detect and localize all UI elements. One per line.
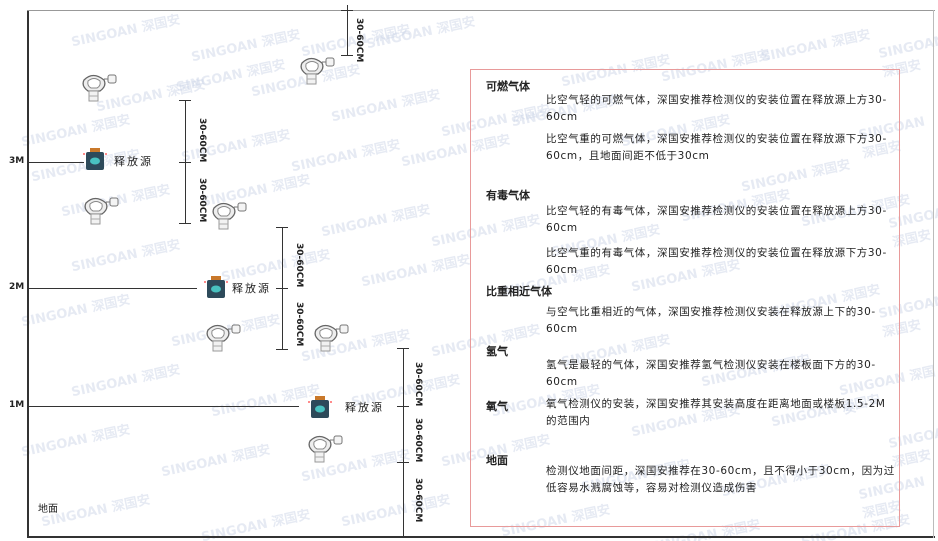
gas-detector-icon	[80, 195, 120, 229]
heading-similar: 比重相近气体	[486, 285, 552, 298]
source-label: 释放源	[114, 155, 153, 168]
wall-line	[27, 10, 29, 538]
level-2m: 2M	[9, 282, 25, 292]
release-source-icon	[204, 275, 228, 303]
gas-detector-icon	[296, 55, 336, 89]
dimension-label: 30-60CM	[294, 243, 304, 288]
watermark-logo: SINGOAN 深国安	[160, 442, 272, 481]
watermark-logo: SINGOAN 深国安	[210, 382, 322, 421]
watermark-logo: SINGOAN 深国安	[70, 237, 182, 276]
ground-line	[27, 536, 935, 538]
toxic-light-text: 比空气轻的有毒气体，深国安推荐检测仪的安装位置在释放源上方30-60cm	[546, 205, 887, 234]
guidelines-panel: 可燃气体 比空气轻的可燃气体，深国安推荐检测仪的安装位置在释放源上方30-60c…	[470, 69, 900, 527]
watermark-logo: SINGOAN 深国安	[20, 422, 132, 461]
watermark-logo: SINGOAN 深国安	[70, 12, 182, 51]
dimension-label: 30-60CM	[197, 118, 207, 163]
watermark-logo: SINGOAN 深国安	[760, 27, 872, 66]
release-source-icon	[83, 147, 107, 175]
gas-detector-icon	[304, 433, 344, 467]
source-label: 释放源	[232, 282, 271, 295]
dimension-label: 30-60CM	[197, 178, 207, 223]
ground-label: 地面	[38, 504, 58, 515]
level-3m-line	[29, 162, 84, 163]
level-2m-line	[29, 288, 197, 289]
source-label: 释放源	[345, 401, 384, 414]
gas-detector-icon	[310, 322, 350, 356]
heading-flammable: 可燃气体	[486, 80, 530, 93]
heading-toxic: 有毒气体	[486, 189, 530, 202]
watermark-logo: SINGOAN 深国安	[340, 492, 452, 531]
gas-detector-icon	[78, 72, 118, 106]
watermark-logo: SINGOAN 深国安	[70, 362, 182, 401]
watermark-logo: SINGOAN 深国安	[20, 112, 132, 151]
dimension-label: 30-60CM	[413, 362, 423, 407]
watermark-logo: SINGOAN 深国安	[20, 292, 132, 331]
gas-detector-icon	[208, 200, 248, 234]
dimension-label: 30-60CM	[354, 18, 364, 63]
level-1m-line	[29, 406, 299, 407]
heading-ground: 地面	[486, 454, 508, 467]
release-source-icon	[308, 395, 332, 423]
watermark-logo: SINGOAN 深国安	[190, 27, 302, 66]
ceiling-line	[27, 10, 935, 11]
dimension-label: 30-60CM	[413, 478, 423, 523]
watermark-logo: SINGOAN 深国安	[360, 252, 472, 291]
level-1m: 1M	[9, 400, 25, 410]
hydrogen-text: 氢气是最轻的气体，深国安推荐氢气检测仪安装在楼板面下方的30-60cm	[546, 359, 876, 388]
dimension-label: 30-60CM	[413, 418, 423, 463]
flammable-light-text: 比空气轻的可燃气体，深国安推荐检测仪的安装位置在释放源上方30-60cm	[546, 94, 887, 123]
oxygen-text: 氧气检测仪的安装，深国安推荐其安装高度在距离地面或楼板1.5-2M的范围内	[546, 398, 886, 427]
heading-oxygen: 氧气	[486, 400, 508, 413]
watermark-logo: SINGOAN 深国安	[365, 14, 477, 53]
heading-hydrogen: 氢气	[486, 345, 508, 358]
dimension-label: 30-60CM	[294, 302, 304, 347]
level-3m: 3M	[9, 156, 25, 166]
toxic-heavy-text: 比空气重的有毒气体，深国安推荐检测仪的安装位置在释放源下方30-60cm	[546, 247, 887, 276]
gas-detector-icon	[202, 322, 242, 356]
watermark-logo: SINGOAN 深国安	[330, 87, 442, 126]
watermark-logo: SINGOAN 深国安	[320, 202, 432, 241]
ground-text: 检测仪地面间距，深国安推荐在30-60cm，且不得小于30cm，因为过低容易水溅…	[546, 465, 895, 494]
similar-text: 与空气比重相近的气体，深国安推荐检测仪安装在释放源上下的30-60cm	[546, 306, 876, 335]
right-line	[933, 10, 934, 538]
flammable-heavy-text: 比空气重的可燃气体，深国安推荐检测仪的安装位置在释放源下方30-60cm，且地面…	[546, 133, 887, 162]
